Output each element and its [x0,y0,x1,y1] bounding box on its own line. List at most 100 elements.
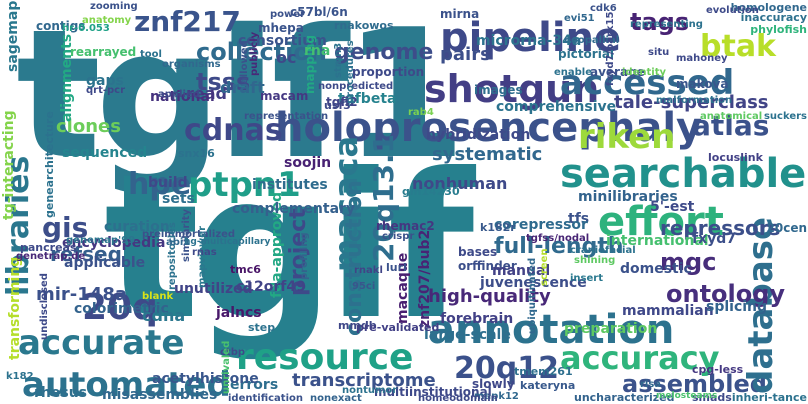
word-tgif: tgif [104,131,474,364]
word-high-quality: high-quality [428,286,551,307]
word-effort: effort [598,199,724,245]
word-homologene: homologene [730,1,807,14]
word-profiling: profiling [299,232,310,280]
word-representation: representation [244,111,329,122]
word-similarity: similarity [181,208,192,262]
word-qrt-pcr: qrt-pcr [86,85,126,96]
word-sets: sets [162,191,195,207]
word-corepressor: corepressor [494,217,588,233]
word-tale-superclass: tale-superclass [614,92,769,113]
word-mapk12: mapk12 [474,391,519,402]
word-comprehensive: comprehensive [496,99,617,115]
word-read: read [186,84,227,103]
word-assembled: assembled [622,370,767,398]
word-orffinder: orffinder [458,259,517,273]
word-tool: tool [140,49,162,60]
word-c57bl-6n: c57bl/6n [290,5,348,19]
word-preparation: preparation [564,321,658,337]
word-risa: risa [640,379,662,390]
word-proportion: proportion [352,65,425,79]
word-mahoney: mahoney [676,53,728,64]
word-minilibraries: minilibraries [578,189,678,205]
word-genome: mgc [660,248,717,276]
word-nonhuman: nonhuman [412,174,508,193]
word-preimmortalized: preimmortalized [142,229,236,240]
word-identity: identity [622,67,666,78]
word-tfs: tfs [568,211,590,227]
word-accuracy: accuracy [560,339,720,377]
word-gis: gis [42,211,89,244]
word-project: tags [630,8,690,36]
word-step: step [248,321,276,334]
word-encyclopedia: encyclopedia [62,235,166,251]
word-power: power [270,9,305,20]
word-rearrayed: rearrayed [70,45,137,59]
word-errors: errors [230,377,279,393]
word-full-length: full-length [494,234,624,259]
word-rnakl: rnakl [354,265,383,276]
word-institutes: institutes [252,177,328,193]
word-nonpredicted: nonpredicted [318,81,394,92]
word-uncharacterized: uncharacterized [574,391,675,404]
word-juvenescence: juvenescence [480,275,587,291]
word-domestic: domestic [620,261,692,277]
word-pipeline: pipeline [440,15,622,61]
word-repressors: repressors [660,216,781,240]
word-hg-multicapillary: hg-multicapillary [184,237,271,247]
word-images: images [474,83,523,97]
word-build: build [148,175,188,191]
word-genemap-99: genemap'99 [66,235,136,246]
word-tg-interacting: tg-interacting [1,110,17,220]
word-splicing: splicing [706,299,768,315]
word-contigs: contigs [36,19,86,33]
word-suckers: suckers [763,111,807,122]
word-slowly: slowly [472,377,515,391]
word-mir-148a: mir-148a [36,284,127,305]
word-fxyd7-park15: fxyd7/park15 [605,11,616,87]
word-curation: curation [104,219,170,235]
word-collection: pairs [440,44,491,65]
word-anatomical: anatomical [700,111,763,122]
word-ubiquitinated: ubiquitinated [527,257,538,334]
word-20q12: 20q12 [454,351,559,386]
word-kateryna: kateryna [520,379,576,392]
word-unutilized: unutilized [174,281,253,297]
word-tgfi2: tgfi2 [326,95,358,109]
word-screen: screen [539,248,550,287]
word-situ: situ [648,47,670,58]
word-mirna: mirna [440,7,480,21]
word-mgc: tsss [196,68,251,96]
word-blank: blank [142,291,174,302]
word-rna: rna [304,43,331,59]
word-stmn3: stmn3 [333,42,344,78]
word-average: average [590,65,645,79]
word-atlas: atlas [692,109,770,142]
word-national: national [150,89,215,105]
word-acetylhistone: acetylhistone [152,371,259,387]
word-craniofacial: craniofacial [570,245,636,256]
word-organisms: organisms [162,59,221,70]
word-k182: k182 [6,371,34,382]
word-hr-0-053: hr-0.053 [62,23,110,34]
word-fxyd7: fxyd7 [692,231,737,247]
word-usf3: usf3 [324,99,351,112]
word-macam: macam [260,89,309,103]
word-refseq: refseq [50,242,122,266]
word-pre-validated: pre-validated [356,321,440,334]
word-ctbp: ctbp [220,347,246,358]
word-tgfbeta: tgfbeta [338,91,397,107]
word-shining: shining [574,255,616,266]
word-gaps: gaps [86,73,124,89]
word-nontumor: nontumor [342,385,398,396]
word-consortium: consortium [238,33,327,49]
word-cdnas: cdnas [184,113,283,148]
word-c12orf49: c12orf49 [236,279,306,295]
word-phylofish: phylofish [750,23,807,36]
word-accessed: accessed [560,63,735,103]
word-cdk6: cdk6 [590,3,617,14]
word-tmem261: tmem261 [514,365,573,378]
word-hpe: hpe [128,167,192,202]
word-large-scale: large-scale [424,327,511,343]
word-inaccuracy: inaccuracy [740,11,807,24]
word-20q: 20q [82,287,158,328]
